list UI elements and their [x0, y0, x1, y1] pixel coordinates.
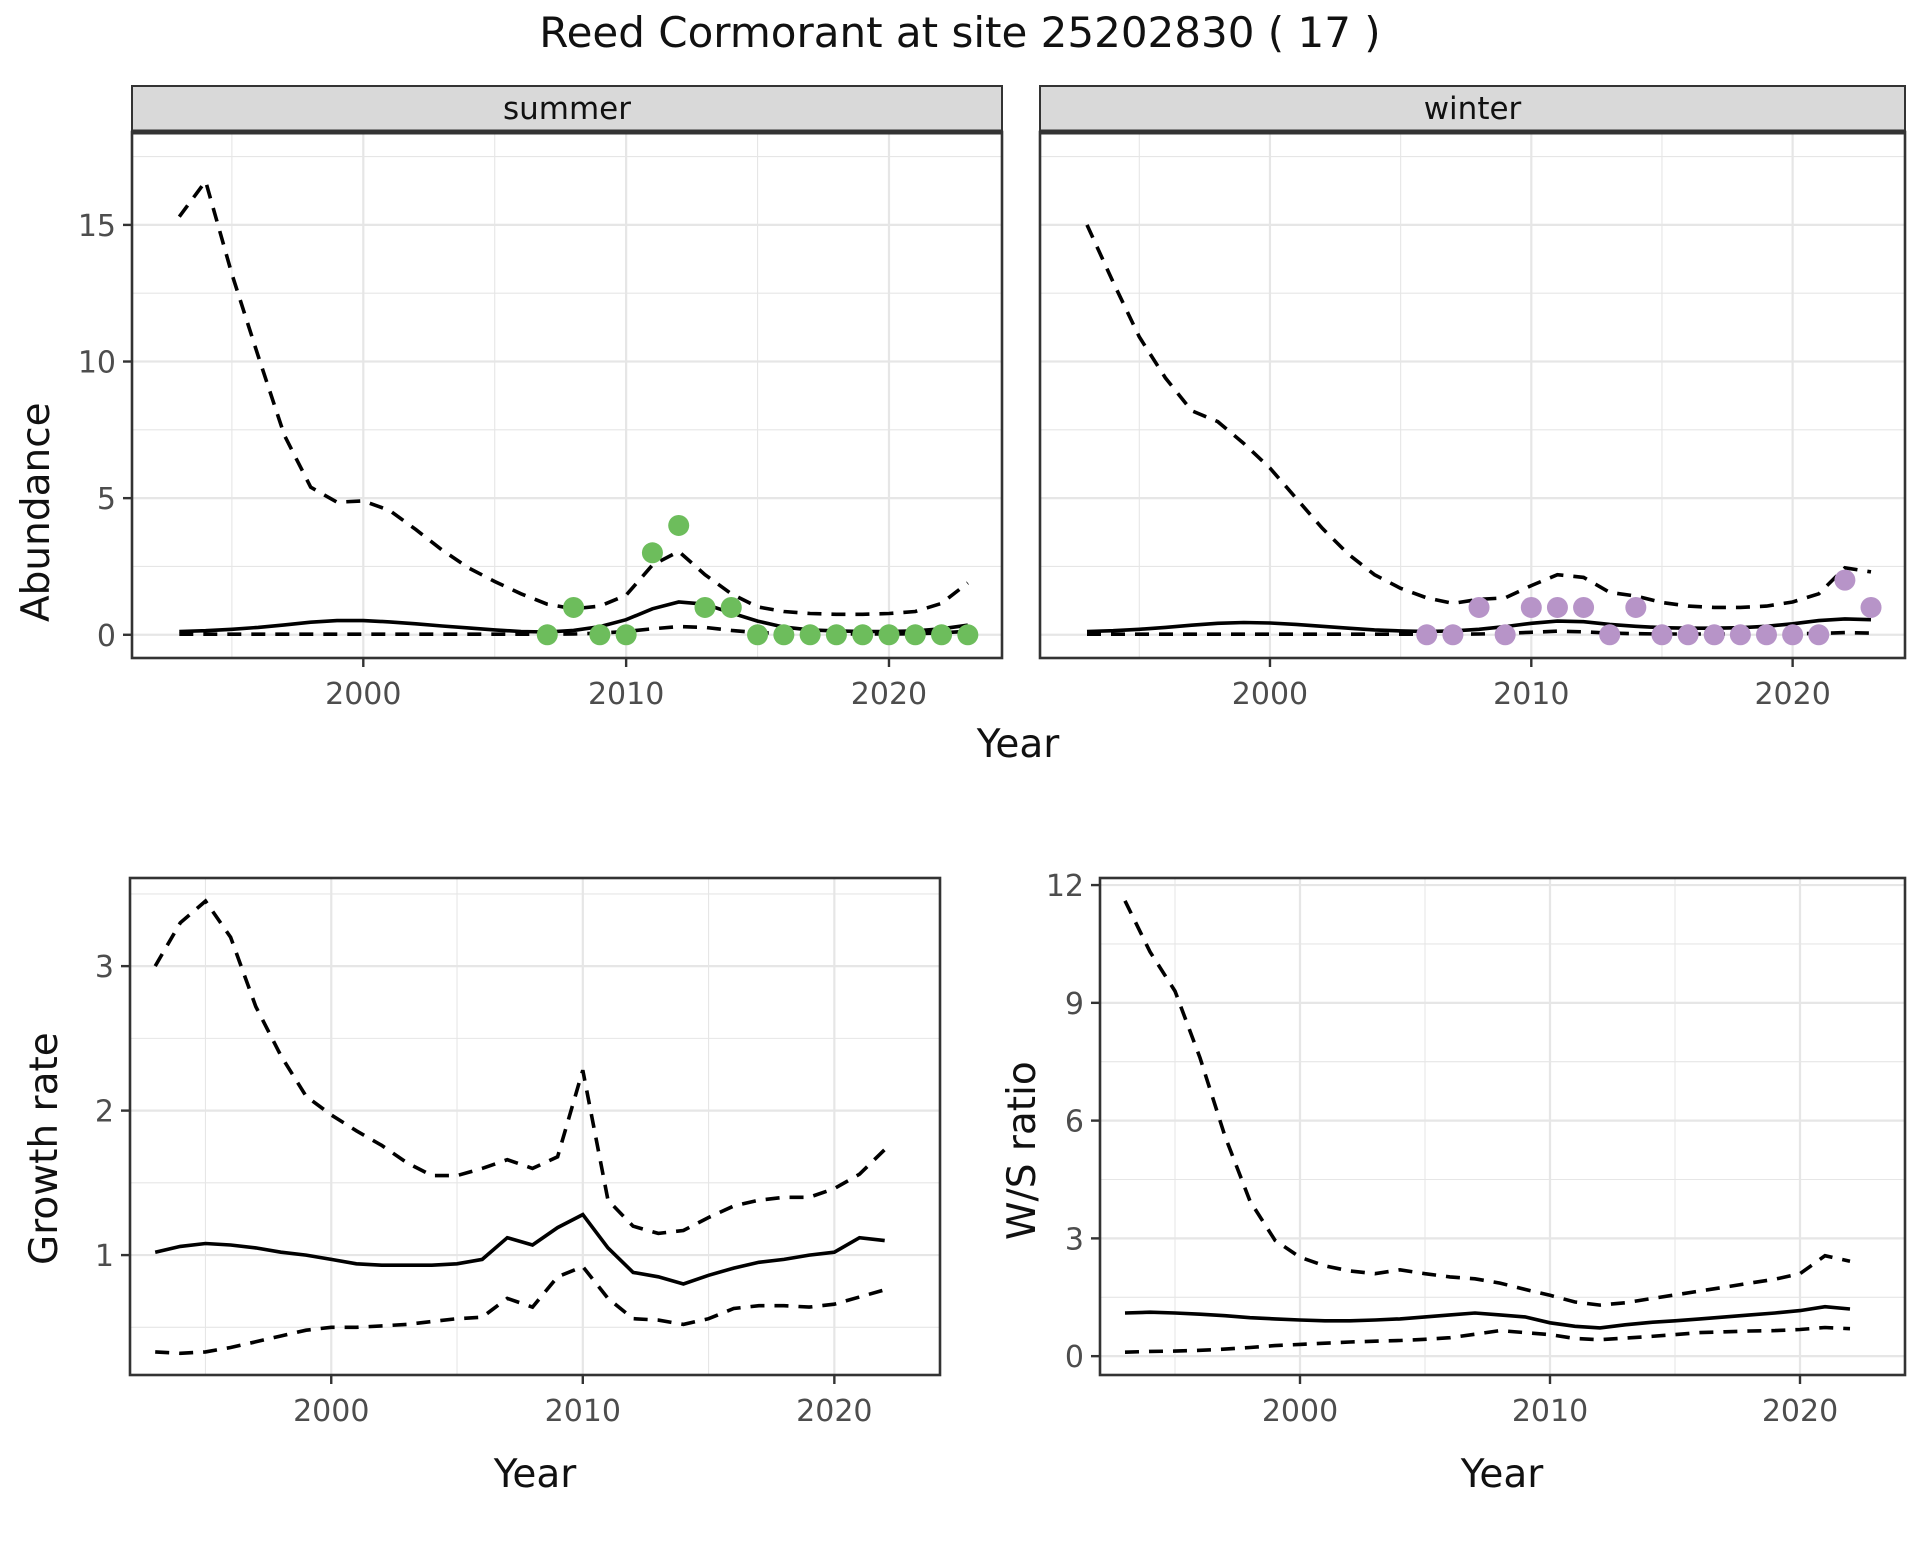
- upper-ci-line: [1123, 900, 1851, 1307]
- data-point: [563, 596, 585, 618]
- facet-strip: [131, 85, 1003, 133]
- data-point: [668, 514, 690, 536]
- x-tick-label: 2010: [545, 1394, 621, 1429]
- upper-ci-line: [1085, 224, 1872, 610]
- x-tick-label: 2000: [325, 677, 401, 712]
- y-tick-label: 12: [1046, 869, 1084, 904]
- data-point: [931, 624, 953, 646]
- data-point: [1573, 596, 1595, 618]
- data-point: [1416, 624, 1438, 646]
- data-point: [747, 624, 769, 646]
- data-point: [799, 624, 821, 646]
- x-tick-label: 2000: [293, 1394, 369, 1429]
- growth-rate-chart: 2000 2010 2020 1 2 3: [95, 876, 942, 1429]
- abundance-summer-chart: 2000 2010 2020 0 5 10 15 summer: [78, 85, 1004, 712]
- lower-ci-line: [155, 1264, 886, 1356]
- data-point: [1599, 624, 1621, 646]
- growth-year-axis-title: Year: [493, 1452, 577, 1497]
- x-tick-label: 2010: [588, 677, 664, 712]
- panel-border: [128, 876, 942, 1377]
- data-point: [1442, 624, 1464, 646]
- facet-strip: [1039, 85, 1906, 133]
- y-tick-label: 5: [97, 482, 116, 517]
- y-tick-label: 9: [1065, 987, 1084, 1022]
- y-tick-label: 0: [1065, 1340, 1084, 1375]
- y-tick-label: 1: [95, 1239, 114, 1274]
- y-tick-label: 6: [1065, 1105, 1084, 1140]
- x-tick-label: 2000: [1232, 677, 1308, 712]
- fit-line: [154, 1212, 885, 1286]
- data-point: [825, 624, 847, 646]
- panel-border: [1098, 876, 1907, 1377]
- data-point: [852, 624, 874, 646]
- x-tick-label: 2020: [796, 1394, 872, 1429]
- chart-title: Reed Cormorant at site 25202830 ( 17 ): [539, 8, 1381, 57]
- data-point: [641, 542, 663, 564]
- data-point: [1782, 624, 1804, 646]
- x-tick-label: 2020: [1762, 1394, 1838, 1429]
- y-tick-label: 3: [1065, 1222, 1084, 1257]
- data-point: [1468, 596, 1490, 618]
- data-point: [1651, 624, 1673, 646]
- y-tick-label: 2: [95, 1095, 114, 1130]
- data-point: [694, 596, 716, 618]
- top-year-axis-title: Year: [976, 722, 1060, 767]
- abundance-winter-chart: 2000 2010 2020 winter: [1038, 85, 1907, 712]
- data-point: [1546, 596, 1568, 618]
- upper-ci-line: [153, 898, 886, 1236]
- panel-background: [130, 878, 940, 1375]
- upper-ci-line: [177, 177, 969, 617]
- ws-year-axis-title: Year: [1460, 1452, 1544, 1497]
- data-point: [1860, 596, 1882, 618]
- data-point: [773, 624, 795, 646]
- x-tick-label: 2010: [1512, 1394, 1588, 1429]
- x-tick-label: 2010: [1493, 677, 1569, 712]
- ws-ratio-chart: 2000 2010 2020 0 3 6 9 12: [1046, 869, 1907, 1429]
- data-point: [1729, 624, 1751, 646]
- x-tick-label: 2020: [851, 677, 927, 712]
- data-point: [615, 624, 637, 646]
- data-point: [1677, 624, 1699, 646]
- data-point: [1808, 624, 1830, 646]
- x-tick-label: 2020: [1754, 677, 1830, 712]
- y-tick-label: 15: [78, 209, 116, 244]
- x-tick-label: 2000: [1262, 1394, 1338, 1429]
- panel-background: [1100, 878, 1905, 1375]
- data-point: [720, 596, 742, 618]
- data-point: [1520, 596, 1542, 618]
- y-tick-label: 3: [95, 950, 114, 985]
- facet-label: winter: [1424, 91, 1522, 127]
- data-point: [878, 624, 900, 646]
- panel-background: [132, 132, 1002, 658]
- panel-background: [1040, 132, 1905, 658]
- data-point: [1703, 624, 1725, 646]
- y-tick-label: 10: [78, 346, 116, 381]
- y-tick-label: 0: [97, 619, 116, 654]
- facet-label: summer: [503, 91, 631, 127]
- data-point: [1494, 624, 1516, 646]
- fit-line: [1124, 1304, 1851, 1330]
- data-point: [1625, 596, 1647, 618]
- data-point: [589, 624, 611, 646]
- data-point: [1834, 569, 1856, 591]
- data-point: [1755, 624, 1777, 646]
- data-point: [904, 624, 926, 646]
- lower-ci-line: [1124, 1325, 1851, 1354]
- data-point: [536, 624, 558, 646]
- data-point: [957, 624, 979, 646]
